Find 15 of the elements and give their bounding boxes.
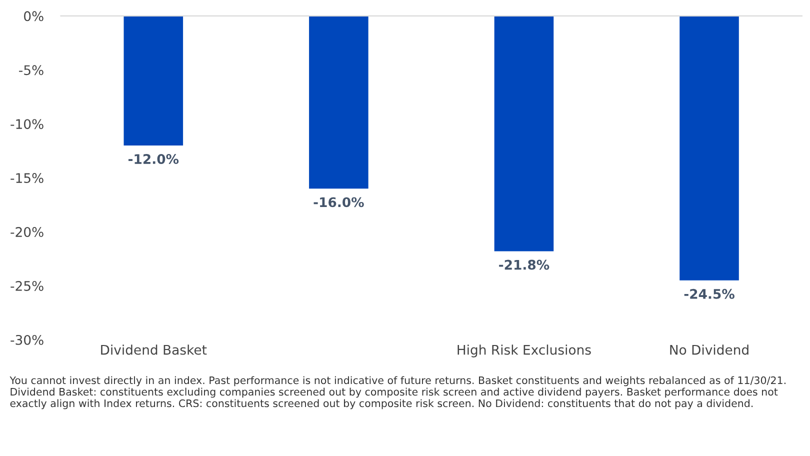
x-tick-label: Dividend Basket: [101, 344, 207, 355]
x-tick-label: High Risk Exclusions: [458, 344, 591, 358]
y-tick-label: -25%: [10, 280, 44, 291]
x-tick-label: No Dividend: [670, 344, 748, 355]
data-label: -24.5%: [684, 288, 734, 299]
data-label: -21.8%: [499, 260, 550, 270]
y-tick-label: 0%: [24, 11, 44, 22]
text: You cannot invest directly in an index. Past performance is not indicative of future returns. Basket constituents and weights rebalanced as of 11/30/21. Dividend Basket: constituents excluding companies screened out by composite risk screen and active dividend payers. Basket performance does not exactly align with Index returns. CRS: constituents screened out by composite risk screen. No Dividend: constituents that do not pay a dividend.: [10, 376, 786, 410]
y-tick-label: -15%: [10, 173, 44, 184]
data-label: -16.0%: [314, 197, 364, 208]
y-tick-label: -5%: [19, 65, 44, 76]
data-label: -12.0%: [128, 154, 179, 164]
y-tick-label: -20%: [10, 227, 44, 237]
y-tick-label: -10%: [10, 119, 44, 130]
y-tick-label: -30%: [10, 334, 44, 345]
